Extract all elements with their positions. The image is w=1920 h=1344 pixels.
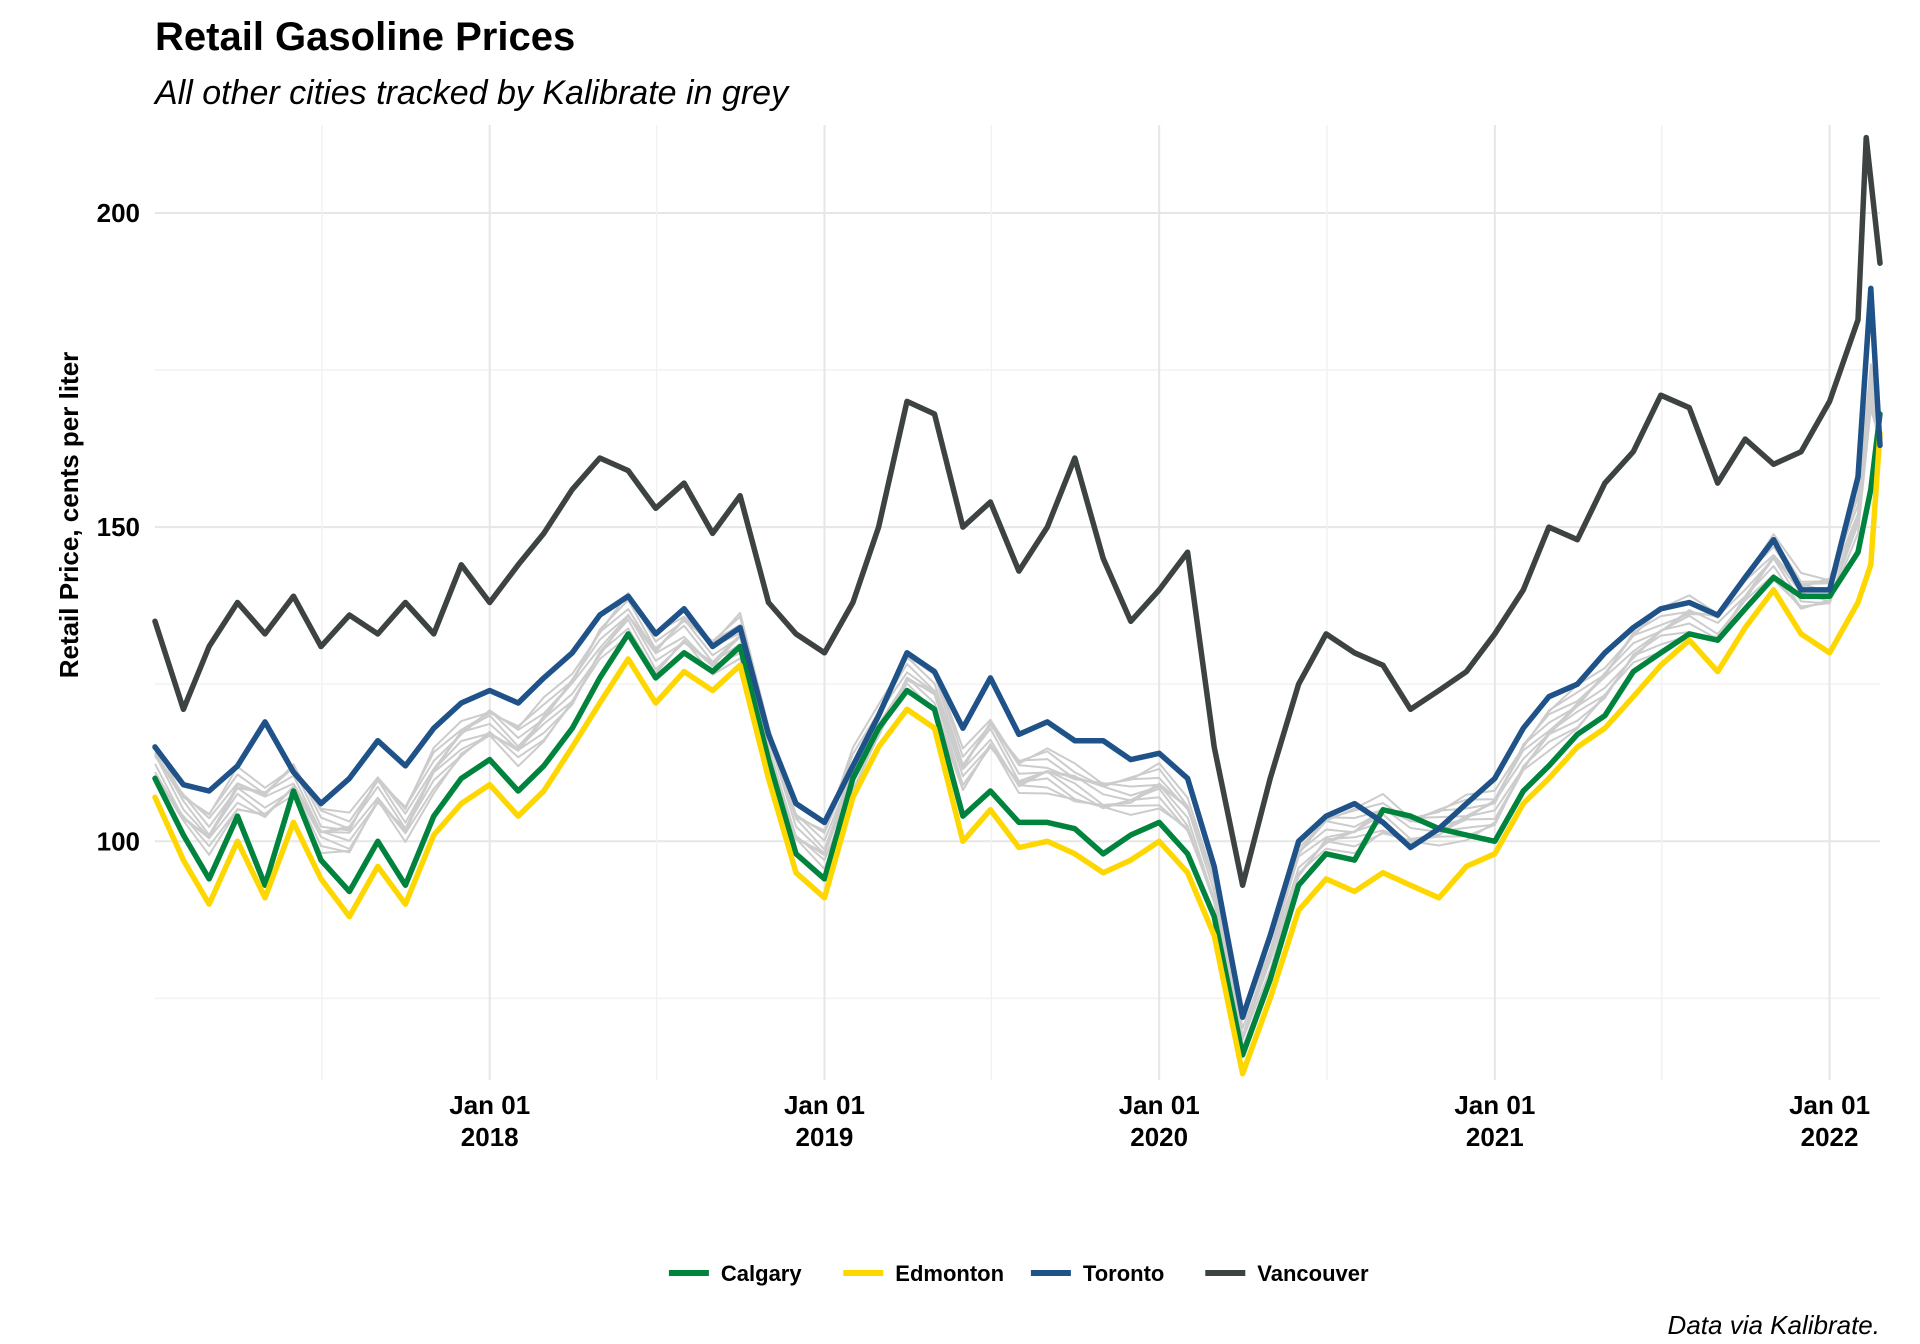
- series-line-edmonton: [152, 430, 1883, 1077]
- x-tick-label: 2020: [1130, 1122, 1188, 1152]
- x-tick-label: 2019: [796, 1122, 854, 1152]
- y-tick-label: 100: [97, 826, 140, 856]
- y-axis-ticks: 100 150 200: [97, 198, 140, 856]
- x-tick-label: Jan 01: [784, 1090, 865, 1120]
- x-tick-label: Jan 01: [449, 1090, 530, 1120]
- chart-title: Retail Gasoline Prices: [155, 15, 575, 59]
- x-tick-label: 2021: [1466, 1122, 1524, 1152]
- background-city-line: [154, 382, 1881, 1040]
- series-line-calgary: [152, 411, 1883, 1058]
- series-lines: [152, 134, 1883, 1077]
- legend-label: Edmonton: [895, 1261, 1004, 1286]
- background-city-lines: [154, 363, 1881, 1058]
- x-tick-label: Jan 01: [1454, 1090, 1535, 1120]
- background-city-line: [154, 379, 1881, 1021]
- legend-label: Toronto: [1083, 1261, 1164, 1286]
- background-city-line: [154, 398, 1881, 1041]
- chart-caption: Data via Kalibrate.: [1668, 1310, 1880, 1340]
- y-tick-label: 150: [97, 512, 140, 542]
- legend-label: Vancouver: [1257, 1261, 1369, 1286]
- x-tick-label: Jan 01: [1789, 1090, 1870, 1120]
- y-tick-label: 200: [97, 198, 140, 228]
- chart-subtitle: All other cities tracked by Kalibrate in…: [153, 74, 790, 112]
- background-city-line: [154, 407, 1881, 1058]
- grid-lines: [155, 125, 1880, 1080]
- y-axis-label: Retail Price, cents per liter: [54, 352, 84, 679]
- x-tick-label: 2018: [461, 1122, 519, 1152]
- legend-label: Calgary: [721, 1261, 802, 1286]
- x-tick-label: 2022: [1801, 1122, 1859, 1152]
- series-line-toronto: [152, 285, 1883, 1020]
- x-tick-label: Jan 01: [1119, 1090, 1200, 1120]
- series-line-vancouver: [152, 134, 1883, 888]
- legend: Calgary Edmonton Toronto Vancouver: [668, 1261, 1369, 1286]
